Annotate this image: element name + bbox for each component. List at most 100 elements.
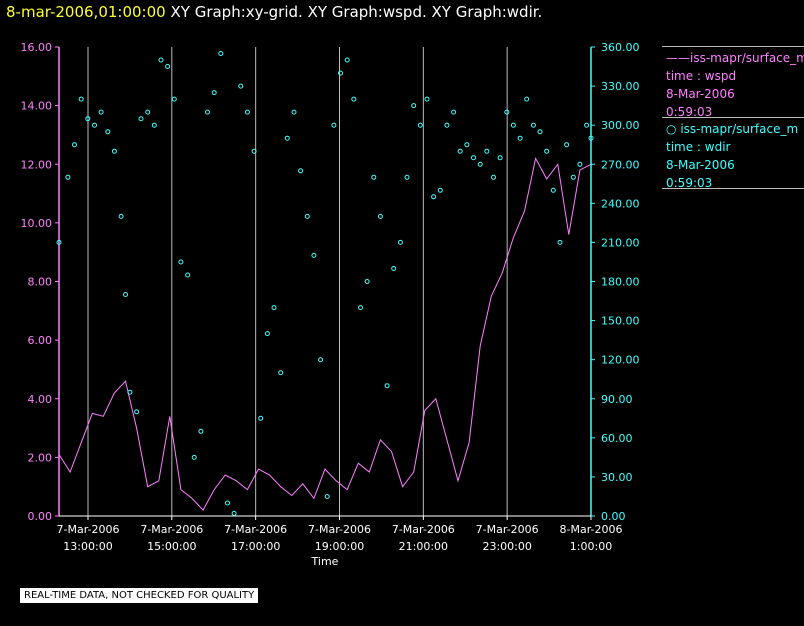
graph-titles: XY Graph:xy-grid. XY Graph:wspd. XY Grap… bbox=[170, 3, 543, 21]
wdir-point bbox=[471, 155, 476, 161]
legend: ——iss-mapr/surface_m time : wspd 8-Mar-2… bbox=[662, 46, 804, 189]
wdir-point bbox=[464, 142, 470, 148]
wdir-point bbox=[584, 122, 590, 128]
legend-wspd-date: 8-Mar-2006 bbox=[666, 87, 735, 101]
right-y-tick-label: 360.00 bbox=[601, 41, 640, 54]
wdir-point bbox=[564, 142, 570, 148]
wdir-point bbox=[85, 116, 91, 122]
wdir-point bbox=[344, 57, 350, 63]
legend-wspd-var: time : wspd bbox=[666, 69, 737, 83]
left-y-tick-label: 14.00 bbox=[21, 100, 53, 113]
x-axis-label: Time bbox=[311, 555, 339, 568]
legend-wdir-time: 0:59:03 bbox=[666, 176, 713, 189]
legend-entry-wspd[interactable]: ——iss-mapr/surface_m time : wspd 8-Mar-2… bbox=[662, 46, 804, 117]
wdir-point bbox=[318, 357, 324, 363]
right-y-tick-label: 330.00 bbox=[601, 80, 640, 93]
wspd-series-line bbox=[58, 156, 592, 511]
x-tick-label-date: 7-Mar-2006 bbox=[392, 523, 455, 536]
wdir-point bbox=[218, 51, 224, 56]
left-y-tick-label: 2.00 bbox=[28, 451, 53, 464]
x-tick-label-date: 7-Mar-2006 bbox=[308, 523, 371, 536]
wdir-point bbox=[127, 389, 133, 395]
left-y-tick-label: 16.00 bbox=[21, 41, 53, 54]
timestamp: 8-mar-2006,01:00:00 bbox=[6, 3, 166, 21]
x-tick-label-date: 8-Mar-2006 bbox=[560, 523, 623, 536]
wdir-point bbox=[524, 96, 530, 102]
left-y-tick-label: 10.00 bbox=[21, 217, 53, 230]
wdir-point bbox=[278, 370, 284, 376]
right-y-tick-label: 270.00 bbox=[601, 158, 640, 171]
right-y-tick-label: 60.00 bbox=[601, 432, 633, 445]
left-y-tick-label: 12.00 bbox=[21, 158, 53, 171]
wdir-point bbox=[497, 155, 503, 161]
wdir-point bbox=[371, 174, 377, 180]
wdir-point bbox=[484, 148, 490, 154]
x-tick-label-time: 21:00:00 bbox=[399, 540, 448, 553]
right-y-tick-label: 30.00 bbox=[601, 471, 633, 484]
wdir-point bbox=[391, 266, 397, 271]
x-tick-label-date: 7-Mar-2006 bbox=[140, 523, 203, 536]
wdir-point bbox=[171, 96, 177, 102]
wdir-point bbox=[504, 109, 510, 115]
left-y-tick-label: 8.00 bbox=[28, 276, 53, 289]
left-y-tick-label: 0.00 bbox=[28, 510, 53, 523]
wdir-point bbox=[431, 194, 437, 200]
wdir-point bbox=[457, 148, 463, 154]
quality-note: REAL-TIME DATA, NOT CHECKED FOR QUALITY bbox=[20, 588, 259, 603]
x-tick-label-time: 23:00:00 bbox=[482, 540, 531, 553]
right-y-tick-label: 210.00 bbox=[601, 236, 640, 249]
wdir-point bbox=[198, 428, 204, 434]
wdir-point bbox=[331, 122, 337, 128]
wdir-point bbox=[111, 148, 117, 154]
wdir-point bbox=[185, 272, 191, 278]
wdir-point bbox=[358, 305, 363, 311]
wdir-point bbox=[298, 168, 304, 174]
left-y-tick-label: 4.00 bbox=[28, 393, 53, 406]
wdir-point bbox=[530, 122, 536, 128]
wdir-point bbox=[271, 305, 277, 311]
wdir-point bbox=[238, 83, 244, 89]
wdir-point bbox=[570, 174, 576, 180]
wdir-point bbox=[588, 135, 594, 141]
wdir-point bbox=[404, 174, 410, 180]
wdir-point bbox=[537, 129, 543, 135]
left-y-tick-label: 6.00 bbox=[28, 334, 53, 347]
wdir-point bbox=[284, 135, 290, 141]
legend-wspd-time: 0:59:03 bbox=[666, 105, 713, 117]
wdir-point bbox=[225, 500, 230, 506]
wdir-point bbox=[417, 122, 423, 128]
x-tick-label-time: 13:00:00 bbox=[63, 540, 112, 553]
wdir-point bbox=[444, 122, 450, 128]
wdir-point bbox=[424, 96, 430, 102]
wdir-point bbox=[451, 109, 457, 115]
x-tick-label-time: 15:00:00 bbox=[147, 540, 196, 553]
wdir-point bbox=[397, 239, 403, 245]
wdir-point bbox=[377, 213, 383, 219]
x-tick-label-time: 17:00:00 bbox=[231, 540, 280, 553]
wdir-point bbox=[304, 213, 310, 219]
wdir-point bbox=[178, 259, 184, 265]
legend-wspd-name: iss-mapr/surface_m bbox=[690, 51, 804, 65]
wdir-point bbox=[123, 292, 128, 297]
wdir-point bbox=[291, 109, 297, 115]
wdir-point bbox=[544, 148, 550, 154]
wdir-point bbox=[510, 122, 516, 128]
wdir-point bbox=[517, 135, 523, 141]
wdir-point bbox=[145, 109, 151, 115]
legend-wdir-name: iss-mapr/surface_m bbox=[680, 122, 799, 136]
wdir-point bbox=[251, 148, 257, 154]
legend-wdir-date: 8-Mar-2006 bbox=[666, 158, 735, 172]
legend-wdir-circle-icon: ○ bbox=[666, 122, 677, 136]
wdir-point bbox=[384, 383, 390, 389]
wdir-point bbox=[244, 109, 250, 115]
wdir-point bbox=[65, 174, 71, 180]
legend-entry-wdir[interactable]: ○ iss-mapr/surface_m time : wdir 8-Mar-2… bbox=[662, 117, 804, 189]
wdir-point bbox=[351, 96, 357, 102]
wdir-point bbox=[258, 415, 264, 421]
right-y-tick-label: 240.00 bbox=[601, 197, 640, 210]
wdir-point bbox=[92, 122, 97, 128]
wdir-point bbox=[78, 96, 84, 102]
wdir-point bbox=[477, 161, 483, 167]
wdir-point bbox=[550, 187, 556, 193]
